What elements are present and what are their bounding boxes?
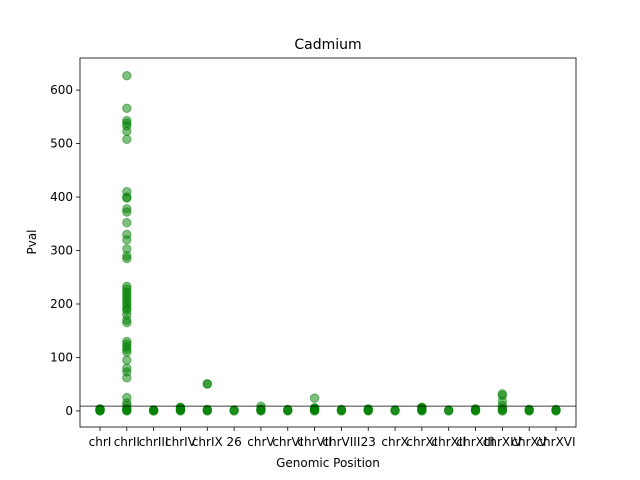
y-axis-label: Pval [25, 229, 39, 254]
data-point [309, 393, 320, 403]
x-tick-label: chrIV [165, 435, 197, 449]
data-point [390, 405, 400, 415]
y-tick-label: 100 [50, 350, 73, 364]
data-point [363, 404, 373, 414]
x-tick-label: chrXIV [483, 435, 523, 449]
data-point [122, 235, 132, 245]
y-tick-label: 600 [50, 83, 73, 97]
x-tick-label: chrII [114, 435, 140, 449]
data-point [175, 402, 186, 412]
data-point [497, 406, 508, 416]
data-point [470, 404, 481, 414]
data-point [122, 373, 132, 383]
x-tick-label: chrIX [192, 435, 223, 449]
data-point [229, 405, 239, 415]
x-tick-label: chrXII [431, 435, 465, 449]
data-point [122, 318, 132, 328]
x-tick-label: chrVIII [322, 435, 360, 449]
y-tick-label: 400 [50, 190, 73, 204]
x-tick-label: chrI [89, 435, 112, 449]
data-point [283, 404, 293, 415]
data-point [551, 404, 561, 415]
data-point [95, 404, 105, 414]
data-point [122, 347, 132, 357]
chart-title: Cadmium [294, 37, 361, 53]
x-axis-label: Genomic Position [276, 456, 380, 470]
y-tick-label: 500 [50, 137, 73, 151]
x-tick-label: chrV [247, 435, 275, 449]
x-tick-label: chrXI [406, 435, 437, 449]
data-point [122, 355, 132, 365]
data-point [122, 207, 132, 217]
data-point [148, 405, 159, 415]
x-tick-label: 26 [226, 435, 241, 449]
x-tick-label: chrXVI [536, 435, 575, 449]
y-tick-label: 300 [50, 244, 73, 258]
y-axis: 0 100 200 300 400 500 600 [50, 83, 80, 418]
x-tick-label: chrX [381, 435, 408, 449]
y-tick-label: 200 [50, 297, 73, 311]
x-tick-label: chrXV [511, 435, 547, 449]
data-point [122, 193, 132, 203]
x-tick-label: chrVI [272, 435, 303, 449]
data-point [122, 253, 132, 264]
data-point [122, 103, 132, 113]
data-point [202, 404, 212, 415]
data-point [444, 405, 454, 415]
data-point [336, 404, 347, 415]
data-point [309, 403, 320, 413]
data-point [122, 126, 132, 136]
plot-frame [79, 57, 577, 428]
data-point [122, 134, 132, 144]
x-tick-label: chrIII [139, 435, 169, 449]
data-point [256, 404, 266, 414]
y-tick-label: 0 [65, 404, 73, 418]
points-layer [95, 70, 561, 416]
x-tick-label: chrVII [297, 435, 331, 449]
data-point [202, 379, 212, 389]
data-point [417, 402, 427, 412]
x-tick-label: 23 [361, 435, 376, 449]
data-point [122, 406, 132, 416]
x-tick-label: chrXIII [457, 435, 495, 449]
data-point [122, 218, 132, 228]
data-point [524, 404, 534, 415]
data-point [122, 70, 132, 81]
